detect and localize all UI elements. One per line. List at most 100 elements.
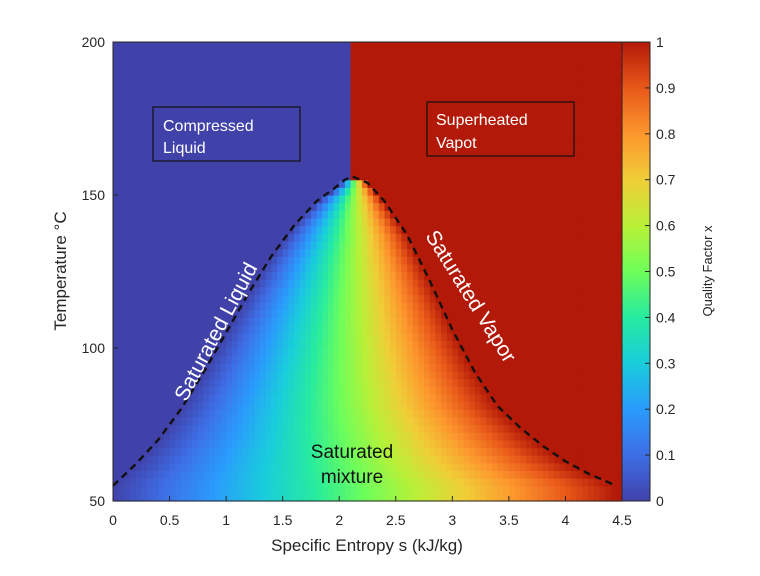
- heatmap-cell: [582, 332, 589, 341]
- heatmap-cell: [593, 87, 600, 97]
- heatmap-cell: [384, 263, 391, 273]
- heatmap-cell: [367, 332, 374, 341]
- heatmap-cell: [192, 302, 199, 311]
- heatmap-cell: [146, 424, 154, 433]
- heatmap-cell: [282, 386, 289, 395]
- heatmap-cell: [412, 439, 419, 449]
- heatmap-cell: [384, 355, 391, 364]
- heatmap-cell: [146, 485, 154, 494]
- heatmap-cell: [582, 118, 589, 127]
- heatmap-cell: [548, 271, 555, 280]
- heatmap-cell: [158, 248, 165, 257]
- heatmap-cell: [220, 217, 227, 227]
- heatmap-cell: [237, 401, 244, 410]
- heatmap-cell: [407, 455, 414, 464]
- heatmap-cell: [429, 210, 436, 219]
- heatmap-cell: [129, 386, 137, 395]
- heatmap-cell: [452, 233, 459, 242]
- heatmap-cell: [384, 179, 391, 188]
- heatmap-cell: [141, 470, 148, 479]
- heatmap-cell: [226, 439, 233, 449]
- heatmap-cell: [429, 386, 436, 395]
- heatmap-cell: [118, 332, 125, 341]
- heatmap-cell: [339, 348, 346, 357]
- heatmap-cell: [418, 195, 425, 204]
- heatmap-cell: [508, 141, 516, 150]
- heatmap-cell: [520, 87, 527, 97]
- heatmap-cell: [299, 263, 306, 273]
- heatmap-cell: [260, 172, 267, 181]
- heatmap-cell: [214, 432, 222, 441]
- heatmap-cell: [491, 248, 499, 257]
- heatmap-cell: [407, 416, 414, 426]
- heatmap-cell: [616, 332, 623, 341]
- heatmap-cell: [299, 393, 306, 403]
- heatmap-cell: [401, 447, 408, 456]
- heatmap-cell: [514, 409, 521, 418]
- heatmap-cell: [418, 164, 425, 173]
- heatmap-cell: [226, 363, 233, 372]
- heatmap-cell: [113, 271, 120, 280]
- heatmap-cell: [209, 187, 216, 196]
- heatmap-cell: [565, 294, 572, 303]
- heatmap-cell: [616, 172, 623, 181]
- heatmap-cell: [192, 393, 199, 403]
- heatmap-cell: [605, 309, 612, 318]
- heatmap-cell: [265, 386, 272, 395]
- heatmap-cell: [395, 195, 403, 204]
- heatmap-cell: [231, 409, 239, 418]
- heatmap-cell: [124, 462, 131, 471]
- heatmap-cell: [588, 263, 595, 273]
- heatmap-cell: [214, 225, 222, 234]
- heatmap-cell: [605, 110, 612, 120]
- heatmap-cell: [599, 187, 606, 196]
- heatmap-cell: [293, 439, 301, 449]
- heatmap-cell: [503, 126, 510, 135]
- heatmap-cell: [322, 217, 329, 227]
- heatmap-cell: [135, 447, 142, 456]
- heatmap-cell: [559, 348, 567, 357]
- heatmap-cell: [186, 439, 193, 449]
- heatmap-cell: [226, 133, 233, 143]
- heatmap-cell: [248, 126, 255, 135]
- heatmap-cell: [610, 279, 617, 288]
- heatmap-cell: [610, 110, 617, 120]
- heatmap-cell: [344, 149, 352, 158]
- heatmap-cell: [457, 340, 465, 349]
- heatmap-cell: [520, 225, 527, 234]
- heatmap-cell: [327, 447, 335, 456]
- heatmap-cell: [186, 393, 193, 403]
- heatmap-cell: [226, 164, 233, 173]
- heatmap-cell: [361, 187, 369, 196]
- heatmap-cell: [299, 416, 306, 426]
- heatmap-cell: [486, 462, 493, 471]
- heatmap-cell: [401, 493, 408, 502]
- heatmap-cell: [118, 263, 125, 273]
- heatmap-cell: [367, 309, 374, 318]
- heatmap-cell: [435, 370, 442, 380]
- heatmap-cell: [146, 478, 154, 487]
- heatmap-cell: [469, 164, 476, 173]
- heatmap-cell: [412, 340, 419, 349]
- heatmap-cell: [113, 493, 120, 502]
- heatmap-cell: [310, 156, 318, 165]
- heatmap-cell: [593, 340, 600, 349]
- heatmap-cell: [248, 348, 255, 357]
- heatmap-cell: [463, 179, 470, 188]
- heatmap-cell: [203, 256, 210, 265]
- heatmap-cell: [441, 370, 448, 380]
- heatmap-cell: [367, 95, 374, 104]
- heatmap-cell: [299, 302, 306, 311]
- heatmap-cell: [548, 332, 555, 341]
- heatmap-cell: [288, 141, 295, 150]
- heatmap-cell: [152, 340, 159, 349]
- heatmap-cell: [401, 485, 408, 494]
- heatmap-cell: [113, 156, 120, 165]
- heatmap-cell: [418, 217, 425, 227]
- heatmap-cell: [186, 340, 193, 349]
- heatmap-cell: [152, 409, 159, 418]
- heatmap-cell: [401, 248, 408, 257]
- heatmap-cell: [113, 332, 120, 341]
- heatmap-cell: [135, 195, 142, 204]
- heatmap-cell: [327, 72, 335, 81]
